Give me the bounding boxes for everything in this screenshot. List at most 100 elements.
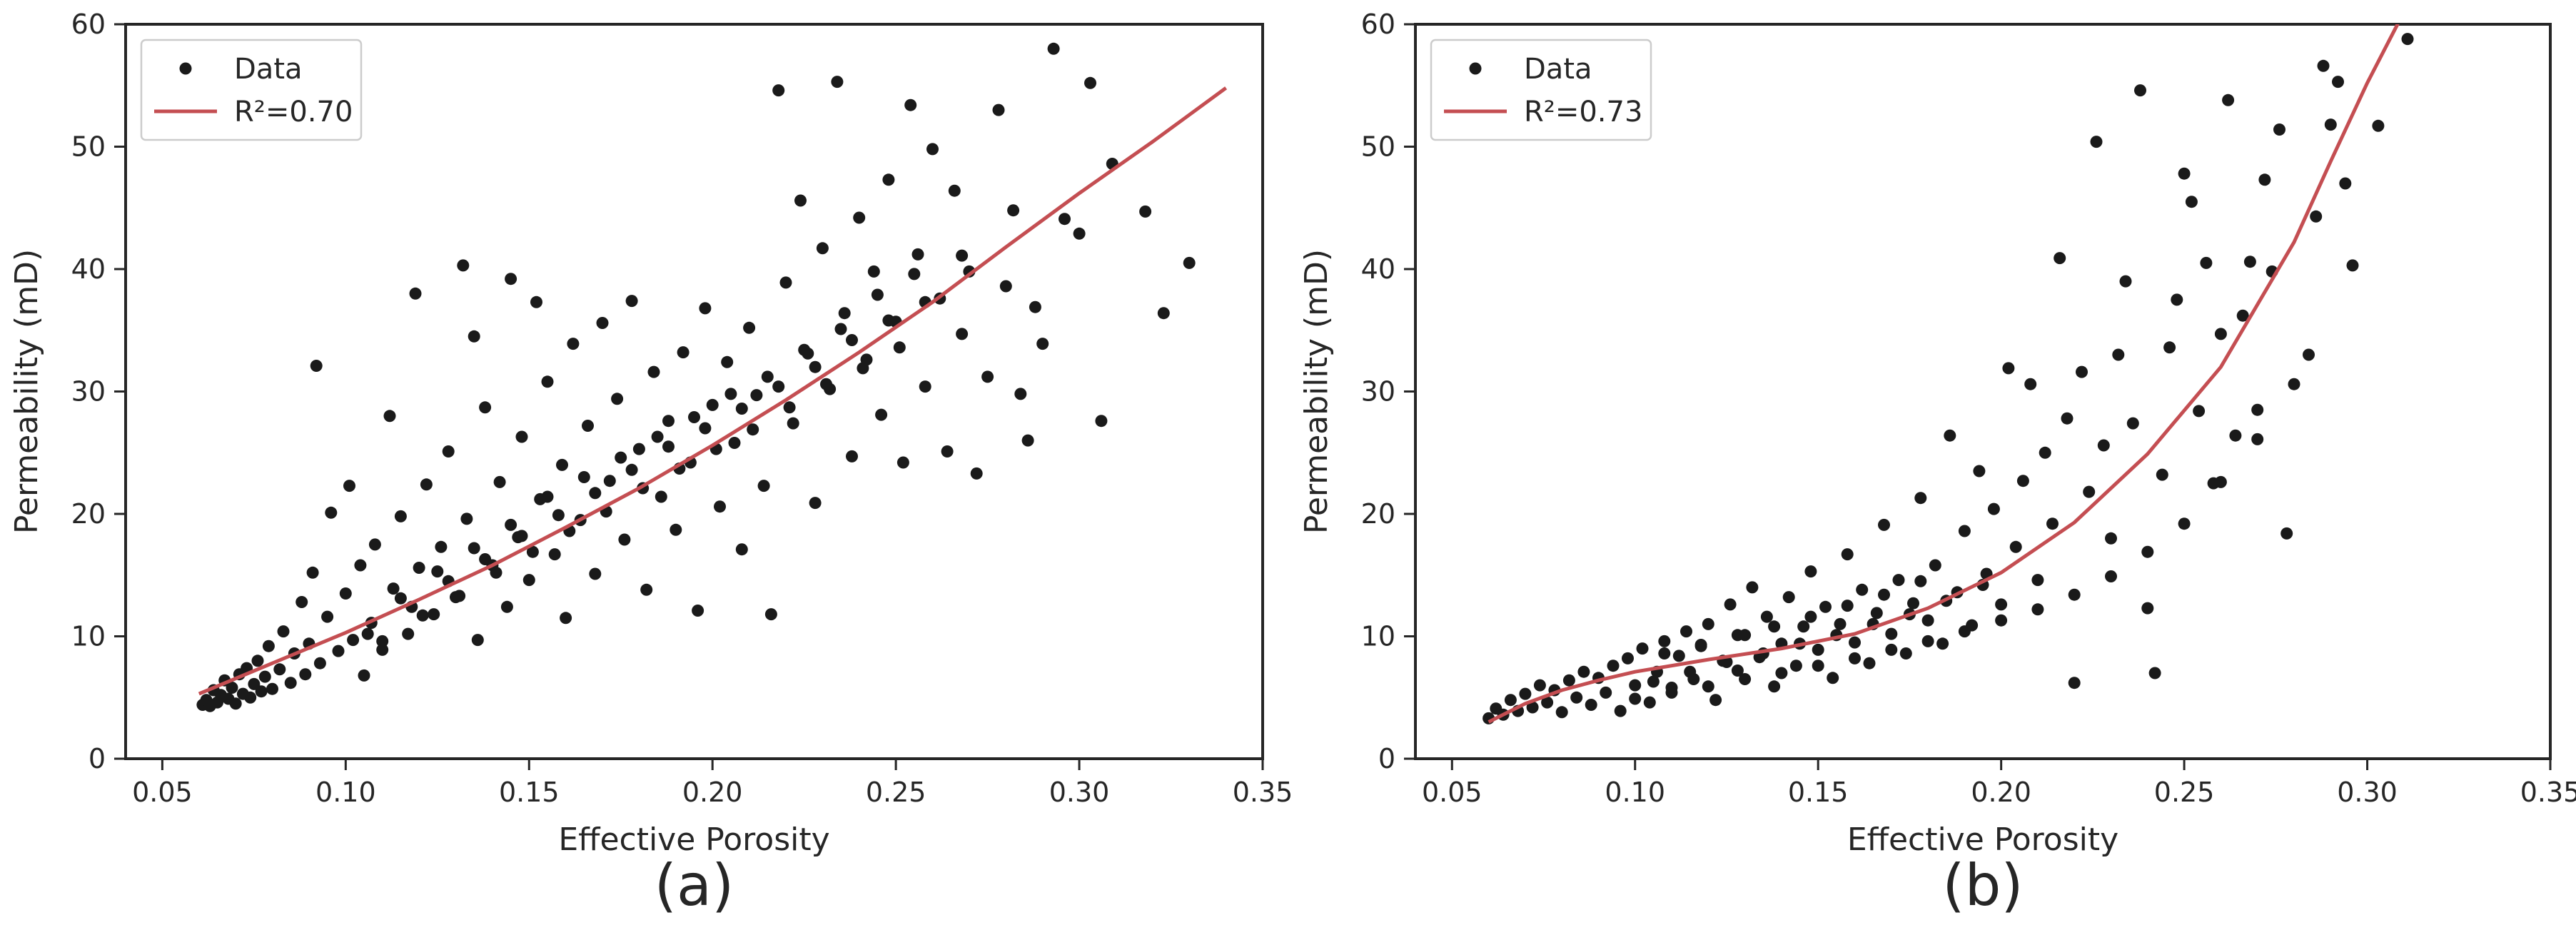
data-point: [394, 592, 407, 605]
legend-label-data: Data: [234, 53, 303, 86]
data-point: [383, 410, 396, 423]
data-point: [1629, 679, 1642, 692]
data-point: [1739, 673, 1752, 685]
data-point: [999, 280, 1012, 293]
data-point: [857, 362, 869, 375]
data-point: [2112, 348, 2125, 361]
data-point: [2303, 348, 2315, 361]
data-point: [1878, 518, 1890, 531]
data-point: [402, 627, 415, 640]
y-tick-label: 50: [1361, 131, 1395, 163]
data-point: [688, 411, 700, 423]
data-point: [500, 600, 513, 613]
data-point: [809, 497, 822, 510]
data-point: [1812, 643, 1824, 656]
data-point: [313, 657, 326, 669]
data-point: [956, 328, 969, 340]
data-point: [764, 608, 777, 621]
data-point: [2251, 433, 2264, 445]
data-point: [541, 375, 554, 388]
x-tick-label: 0.20: [1971, 777, 2031, 808]
data-point: [1929, 559, 1941, 572]
data-point: [1570, 691, 1583, 704]
data-point: [1834, 617, 1847, 630]
data-point: [926, 143, 939, 156]
data-point: [662, 415, 675, 428]
data-point: [772, 380, 785, 393]
data-point: [941, 445, 954, 458]
data-point: [1036, 338, 1049, 350]
data-point: [2273, 123, 2285, 136]
data-point: [992, 103, 1005, 116]
data-point: [2009, 540, 2022, 553]
data-point: [809, 360, 822, 373]
data-point: [896, 456, 909, 469]
data-point: [1047, 42, 1060, 55]
data-point: [2061, 412, 2074, 425]
y-tick-label: 50: [71, 131, 106, 163]
data-point: [273, 663, 286, 676]
data-point: [1607, 660, 1620, 672]
y-tick-label: 60: [1361, 9, 1395, 40]
data-point: [1958, 525, 1971, 537]
data-point: [361, 627, 374, 640]
x-tick-label: 0.05: [1422, 777, 1483, 808]
data-point: [1643, 696, 1656, 709]
x-tick-label: 0.35: [1233, 777, 1293, 808]
data-point: [2031, 574, 2044, 587]
data-point: [1885, 643, 1898, 656]
data-point: [1014, 388, 1027, 400]
data-point: [1804, 565, 1817, 578]
y-tick-label: 30: [71, 376, 106, 408]
data-point: [2105, 532, 2117, 545]
y-tick-label: 10: [1361, 621, 1395, 652]
data-point: [1768, 620, 1781, 633]
data-point: [409, 287, 422, 300]
data-point: [505, 518, 517, 531]
chart-panel-a: 0.05 0.10 0.15 0.20 0.25 0.30 0.35 0 10 20 30 40 50 6…: [9, 9, 1293, 919]
data-point: [1819, 600, 1832, 613]
data-point: [747, 423, 759, 436]
data-point: [743, 321, 756, 334]
legend-box: [1430, 39, 1652, 141]
data-point: [1892, 574, 1905, 587]
data-point: [413, 562, 425, 574]
data-point: [2016, 475, 2029, 487]
data-point: [692, 605, 704, 617]
data-point: [618, 533, 631, 546]
data-point: [677, 346, 690, 359]
data-point: [387, 582, 400, 595]
y-tick-label: 60: [71, 9, 106, 40]
data-point: [2024, 378, 2037, 390]
data-point: [2090, 136, 2103, 148]
data-point: [956, 249, 969, 262]
data-point: [1702, 617, 1714, 630]
data-point: [2229, 429, 2242, 442]
data-point: [255, 685, 268, 698]
data-point: [735, 403, 748, 415]
x-tick-label: 0.05: [132, 777, 193, 808]
data-point: [453, 590, 466, 602]
data-point: [1577, 665, 1590, 678]
data-point: [321, 610, 334, 623]
data-point: [515, 530, 528, 542]
data-point: [1856, 583, 1869, 596]
data-point: [1526, 701, 1539, 714]
data-point: [2119, 275, 2132, 288]
x-axis-title: Effective Porosity: [558, 822, 829, 858]
data-point: [2401, 33, 2414, 46]
data-point: [1095, 415, 1108, 428]
data-point: [2178, 517, 2191, 530]
data-point: [1827, 672, 1839, 684]
data-point: [428, 608, 440, 621]
data-point: [416, 609, 429, 622]
data-point: [567, 338, 580, 350]
data-point: [2258, 173, 2271, 186]
data-point: [2141, 545, 2154, 558]
data-point: [2332, 76, 2344, 89]
data-point: [706, 398, 719, 411]
data-point: [1914, 575, 1927, 587]
data-point: [468, 542, 480, 555]
data-points: [196, 42, 1196, 712]
legend-label-fit: R²=0.73: [1524, 96, 1642, 128]
